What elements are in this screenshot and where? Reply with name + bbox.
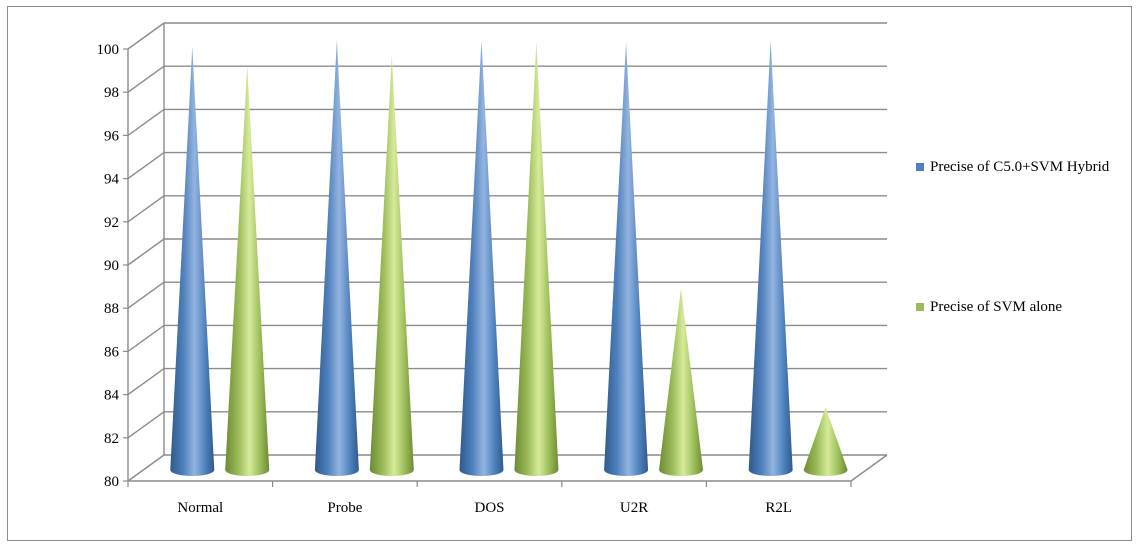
gridline-side <box>127 454 165 482</box>
cone-0-2 <box>459 40 504 477</box>
gridline-side <box>127 22 165 50</box>
y-tick-label: 86 <box>104 344 120 360</box>
legend-label-hybrid: Precise of C5.0+SVM Hybrid <box>930 159 1110 175</box>
chart-plot: 80 82 84 86 88 90 92 94 96 98 100 Normal Probe DOS U2R… <box>97 22 888 516</box>
y-tick-label: 92 <box>104 215 119 231</box>
floor-edge <box>850 454 888 482</box>
cone-0-3 <box>604 42 649 477</box>
cone-1-1 <box>369 55 414 477</box>
axis-layer <box>123 23 888 487</box>
y-tick-label: 84 <box>104 388 120 404</box>
cone-0-4 <box>748 40 793 477</box>
y-tick-label: 98 <box>104 85 119 101</box>
gridline-side <box>127 195 165 223</box>
x-tick-label: Normal <box>177 500 223 516</box>
gridline-side <box>127 368 165 396</box>
chart-frame: 80 82 84 86 88 90 92 94 96 98 100 Normal Probe DOS U2R… <box>7 6 1132 541</box>
cone-1-0 <box>225 66 270 477</box>
gridline-side <box>127 411 165 439</box>
y-tick-label: 80 <box>104 474 119 490</box>
cone-0-0 <box>170 46 215 477</box>
legend-item-svm: Precise of SVM alone <box>916 297 1136 317</box>
gridline-side <box>127 65 165 93</box>
gridline-side <box>127 238 165 266</box>
gridline-side <box>127 108 165 136</box>
gridline-side <box>127 281 165 309</box>
y-tick-label: 94 <box>104 172 120 188</box>
label-layer: 80 82 84 86 88 90 92 94 96 98 100 Normal Probe DOS U2R… <box>97 42 793 516</box>
legend-swatch-hybrid <box>916 163 924 171</box>
x-tick-label: DOS <box>474 500 504 516</box>
cone-0-1 <box>314 40 359 477</box>
gridline-side <box>127 152 165 180</box>
y-tick-label: 90 <box>104 258 119 274</box>
legend-item-hybrid: Precise of C5.0+SVM Hybrid <box>916 157 1136 177</box>
gridline-side <box>127 324 165 352</box>
cone-1-3 <box>659 288 704 477</box>
y-tick-label: 82 <box>104 431 119 447</box>
legend-label-svm: Precise of SVM alone <box>930 299 1063 315</box>
y-tick-label: 100 <box>97 42 120 58</box>
x-tick-label: U2R <box>620 500 648 516</box>
cone-1-4 <box>803 407 848 477</box>
x-tick-label: R2L <box>765 500 792 516</box>
x-tick-label: Probe <box>327 500 362 516</box>
y-tick-label: 96 <box>104 128 120 144</box>
legend-swatch-svm <box>916 303 924 311</box>
bar-layer <box>170 40 848 477</box>
y-tick-label: 88 <box>104 301 119 317</box>
cone-1-2 <box>514 42 559 476</box>
